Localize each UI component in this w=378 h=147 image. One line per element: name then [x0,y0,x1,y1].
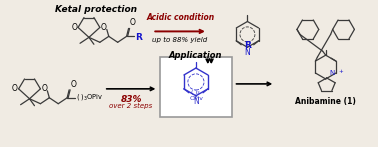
Text: O: O [42,84,47,93]
Bar [160,57,232,117]
Text: Ketal protection: Ketal protection [55,5,137,14]
Text: $\rm (\ )_3OPiv$: $\rm (\ )_3OPiv$ [76,92,104,102]
Text: +: + [338,69,343,74]
Text: N: N [330,70,335,76]
Text: OPiv: OPiv [190,96,204,101]
Text: O: O [71,23,77,32]
Text: O: O [130,18,135,27]
Text: N: N [193,97,199,106]
Text: Application: Application [168,51,222,60]
Text: R: R [244,41,251,50]
Text: $\rm (\ )_3$: $\rm (\ )_3$ [190,88,201,97]
Text: Acidic condition: Acidic condition [146,14,214,22]
Text: over 2 steps: over 2 steps [109,103,153,109]
Text: N: N [245,48,250,57]
Text: R: R [135,33,143,42]
Text: up to 88% yield: up to 88% yield [152,37,208,44]
Text: O: O [101,23,107,32]
Text: O: O [70,80,76,89]
Text: O: O [12,84,18,93]
Text: 83%: 83% [120,95,142,104]
Text: Anibamine (1): Anibamine (1) [295,97,356,106]
